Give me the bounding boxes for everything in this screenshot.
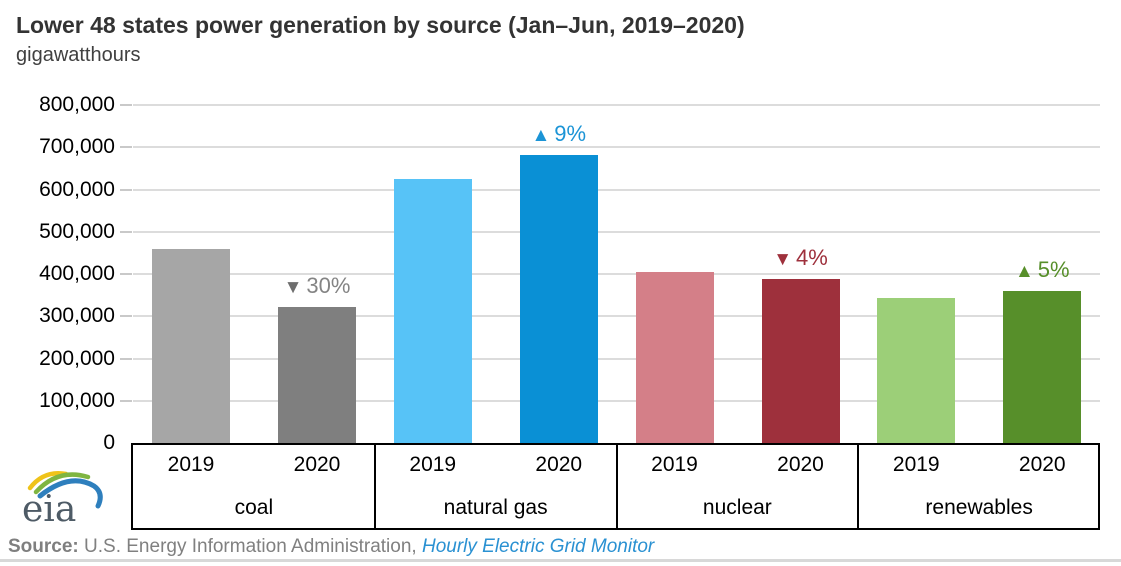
bar-renewables-2020 bbox=[1003, 290, 1082, 443]
y-axis-label: 500,000 bbox=[39, 219, 115, 243]
source-line: Source: U.S. Energy Information Administ… bbox=[8, 536, 654, 558]
y-axis-tick bbox=[120, 357, 132, 360]
group-divider bbox=[615, 443, 618, 530]
y-axis-tick bbox=[120, 146, 132, 149]
eia-logo-blue-swoosh bbox=[37, 478, 103, 509]
group-divider bbox=[373, 443, 376, 530]
y-axis-label: 400,000 bbox=[39, 262, 115, 285]
category-label-natural-gas: natural gas bbox=[443, 496, 548, 519]
bar-coal-2019 bbox=[152, 248, 230, 443]
source-text: U.S. Energy Information Administration, bbox=[78, 536, 422, 557]
x-label-nuclear-2019: 2019 bbox=[651, 453, 698, 476]
eia-logo-text: eia bbox=[22, 489, 76, 530]
bar-natural-gas-2019 bbox=[393, 178, 472, 443]
y-axis-label: 800,000 bbox=[39, 93, 115, 116]
gridline-300,000 bbox=[133, 315, 1100, 318]
change-percent-label: 4% bbox=[796, 245, 828, 271]
x-label-renewables-2020: 2020 bbox=[1018, 453, 1066, 476]
change-annotation-nuclear: ▼ 4% bbox=[721, 245, 881, 271]
x-label-renewables-2019: 2019 bbox=[892, 453, 940, 476]
y-axis-tick bbox=[120, 230, 132, 233]
chart-title: Lower 48 states power generation by sour… bbox=[16, 12, 745, 38]
gridline-100,000 bbox=[133, 399, 1100, 402]
group-divider bbox=[857, 443, 860, 530]
bar-nuclear-2020 bbox=[761, 279, 840, 443]
gridline-400,000 bbox=[133, 273, 1100, 275]
triangle-down-icon: ▼ bbox=[283, 276, 303, 298]
gridline-700,000 bbox=[133, 146, 1100, 149]
y-axis-tick bbox=[120, 273, 132, 275]
x-label-coal-2020: 2020 bbox=[293, 453, 341, 476]
bar-coal-2020 bbox=[278, 306, 356, 443]
y-axis-tick bbox=[120, 315, 132, 318]
change-percent-label: 5% bbox=[1037, 256, 1070, 282]
y-axis-label: 200,000 bbox=[39, 346, 115, 370]
bar-natural-gas-2020 bbox=[519, 154, 598, 443]
gridline-800,000 bbox=[133, 104, 1100, 106]
y-axis-label: 700,000 bbox=[39, 135, 115, 159]
source-label: Source: bbox=[8, 536, 79, 557]
change-percent-label: 9% bbox=[554, 120, 587, 146]
change-annotation-natural-gas: ▲ 9% bbox=[479, 121, 639, 147]
source-link[interactable]: Hourly Electric Grid Monitor bbox=[421, 536, 655, 557]
x-label-nuclear-2020: 2020 bbox=[777, 453, 824, 476]
y-axis-tick bbox=[120, 399, 132, 402]
y-axis-label: 100,000 bbox=[39, 388, 115, 412]
eia-logo: eia bbox=[22, 471, 103, 530]
change-percent-label: 30% bbox=[306, 272, 351, 298]
y-axis-label: 600,000 bbox=[39, 177, 115, 201]
gridline-500,000 bbox=[133, 230, 1100, 233]
x-label-coal-2019: 2019 bbox=[167, 453, 215, 476]
eia-logo-green-swoosh bbox=[33, 472, 91, 495]
chart-units-label: gigawatthours bbox=[16, 44, 141, 66]
category-label-coal: coal bbox=[234, 496, 274, 519]
bar-renewables-2019 bbox=[877, 298, 956, 443]
triangle-up-icon: ▲ bbox=[1014, 260, 1034, 282]
change-annotation-renewables: ▲ 5% bbox=[962, 257, 1121, 283]
change-annotation-coal: ▼ 30% bbox=[237, 273, 397, 299]
triangle-up-icon: ▲ bbox=[531, 124, 551, 146]
category-label-renewables: renewables bbox=[925, 496, 1033, 519]
gridline-600,000 bbox=[133, 188, 1100, 191]
x-label-natural-gas-2019: 2019 bbox=[409, 453, 457, 476]
triangle-down-icon: ▼ bbox=[773, 249, 792, 271]
gridline-200,000 bbox=[133, 357, 1100, 360]
category-label-nuclear: nuclear bbox=[702, 496, 772, 519]
y-axis-label: 0 bbox=[103, 431, 115, 454]
y-axis-label: 300,000 bbox=[39, 304, 115, 328]
bar-nuclear-2019 bbox=[635, 272, 714, 443]
y-axis-tick bbox=[120, 188, 132, 191]
y-axis-tick bbox=[120, 104, 132, 106]
bottom-divider bbox=[0, 559, 1121, 562]
x-label-natural-gas-2020: 2020 bbox=[535, 453, 583, 476]
